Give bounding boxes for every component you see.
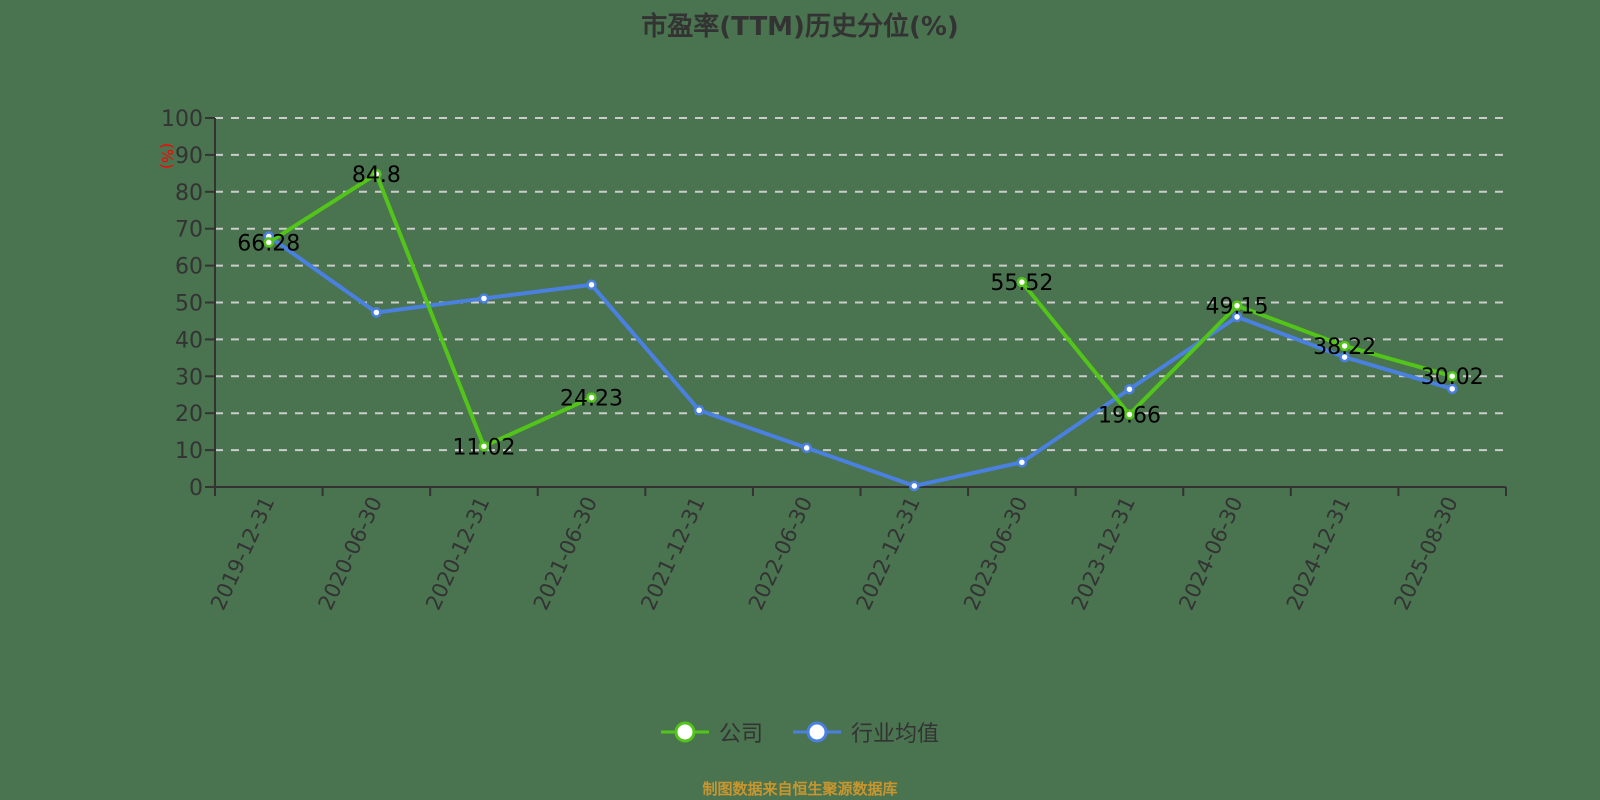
data-label: 55.52 (990, 271, 1053, 296)
data-point[interactable] (1124, 409, 1135, 420)
x-tick-label: 2023-12-31 (1067, 493, 1140, 614)
data-point[interactable] (586, 279, 597, 291)
x-tick-label: 2021-12-31 (636, 493, 709, 614)
data-label: 38.22 (1313, 335, 1376, 360)
x-tick-label: 2020-06-30 (314, 493, 387, 614)
y-tick-label: 30 (175, 365, 203, 390)
data-point[interactable] (478, 293, 490, 304)
y-axis-unit-label: (%) (158, 143, 176, 169)
legend-label-company: 公司 (718, 722, 763, 747)
series-line-industry (267, 234, 1453, 488)
y-tick-label: 40 (175, 328, 203, 353)
data-point[interactable] (909, 480, 920, 492)
y-tick-label: 90 (175, 144, 203, 169)
data-point[interactable] (1446, 370, 1458, 382)
x-tick-label: 2020-12-31 (421, 493, 494, 614)
data-labels: 66.28 84.8 11.02 24.23 55.52 19.66 49.15 38.22 3… (237, 163, 1483, 460)
y-tick-label: 60 (175, 255, 203, 280)
x-tick-label: 2024-06-30 (1174, 493, 1247, 614)
data-point[interactable] (1016, 457, 1028, 468)
series-line-company (267, 172, 593, 449)
y-tick-label: 100 (161, 107, 203, 132)
x-tick-label: 2025-08-30 (1389, 493, 1462, 614)
data-label: 84.8 (352, 163, 401, 188)
data-point[interactable] (478, 441, 490, 452)
data-point[interactable] (586, 392, 597, 403)
y-tick-label: 20 (175, 402, 203, 427)
data-point[interactable] (371, 168, 382, 180)
data-point[interactable] (1339, 351, 1350, 363)
legend: 公司 行业均值 (0, 716, 1600, 748)
y-tick-label: 50 (175, 292, 203, 317)
data-point[interactable] (1339, 340, 1350, 352)
y-tick-label: 70 (175, 218, 203, 243)
data-label: 30.02 (1421, 365, 1484, 390)
legend-item-industry[interactable]: 行业均值 (793, 716, 939, 748)
data-point[interactable] (693, 404, 705, 416)
data-source-note: 制图数据来自恒生聚源数据库 (702, 780, 898, 798)
y-axis: 0 10 20 30 40 50 60 70 80 90 100 (161, 107, 216, 501)
data-label: 49.15 (1206, 295, 1269, 320)
x-tick-label: 2021-06-30 (529, 493, 602, 614)
data-point[interactable] (1231, 311, 1243, 323)
series-lines (263, 168, 1458, 492)
data-label: 66.28 (237, 231, 300, 256)
data-point[interactable] (371, 307, 382, 318)
data-label: 11.02 (452, 435, 515, 460)
data-point[interactable] (801, 442, 812, 454)
chart-title: 市盈率(TTM)历史分位(%) (641, 12, 959, 42)
y-tick-label: 10 (175, 439, 203, 464)
x-tick-label: 2022-06-30 (744, 493, 817, 614)
legend-marker-industry-icon (793, 721, 841, 743)
x-tick-label: 2019-12-31 (206, 493, 279, 614)
legend-marker-company-icon (660, 721, 709, 743)
x-tick-label: 2024-12-31 (1282, 493, 1355, 614)
data-label: 19.66 (1098, 403, 1161, 428)
y-tick-label: 0 (189, 476, 203, 501)
x-axis: 2019-12-31 2020-06-30 2020-12-31 2021-06-30… (206, 486, 1507, 614)
gridlines (215, 117, 1506, 452)
data-point[interactable] (1231, 300, 1243, 311)
x-tick-label: 2022-12-31 (851, 493, 924, 614)
data-label: 24.23 (560, 387, 623, 412)
legend-item-company[interactable]: 公司 (660, 716, 763, 748)
legend-label-industry: 行业均值 (851, 722, 940, 747)
x-tick-label: 2023-06-30 (959, 493, 1032, 614)
data-point[interactable] (1446, 383, 1458, 395)
data-point[interactable] (1016, 276, 1028, 288)
data-point[interactable] (1124, 383, 1135, 395)
data-point[interactable] (263, 237, 275, 248)
y-tick-label: 80 (175, 181, 203, 206)
